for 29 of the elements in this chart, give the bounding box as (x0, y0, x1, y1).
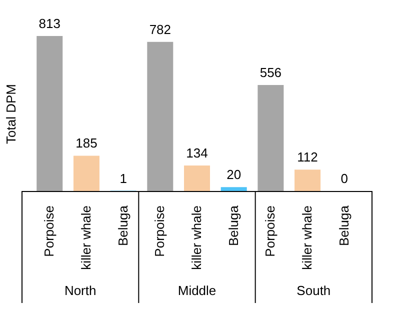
bar (147, 42, 174, 191)
bar (220, 187, 247, 191)
x-tick-label: Porpoise (152, 206, 168, 257)
bar (258, 85, 284, 191)
data-label: 185 (76, 136, 98, 151)
x-tick-label: Beluga (336, 204, 352, 246)
data-label: 782 (149, 22, 172, 37)
data-label: 556 (260, 65, 282, 80)
data-label: 20 (226, 167, 242, 182)
x-tick-label: killer whale (78, 206, 94, 270)
data-label: 1 (120, 170, 127, 186)
x-tick-label: killer whale (189, 206, 204, 270)
x-tick-label: Porpoise (262, 206, 278, 257)
data-label: 813 (38, 16, 60, 31)
data-label: 112 (297, 150, 318, 165)
data-label: 0 (340, 171, 348, 186)
x-tick-label: Beluga (226, 204, 241, 246)
x-tick-label: Beluga (115, 204, 130, 246)
y-axis-title: Total DPM (4, 84, 18, 144)
bar (294, 170, 321, 191)
data-label: 134 (186, 145, 208, 160)
bar (36, 36, 63, 191)
text: Middle (178, 283, 216, 298)
text: North (64, 283, 96, 298)
x-tick-label: Porpoise (42, 206, 57, 257)
x-tick-label: killer whale (300, 206, 315, 270)
text: South (296, 283, 331, 298)
bar (184, 165, 210, 191)
bar (73, 156, 100, 191)
